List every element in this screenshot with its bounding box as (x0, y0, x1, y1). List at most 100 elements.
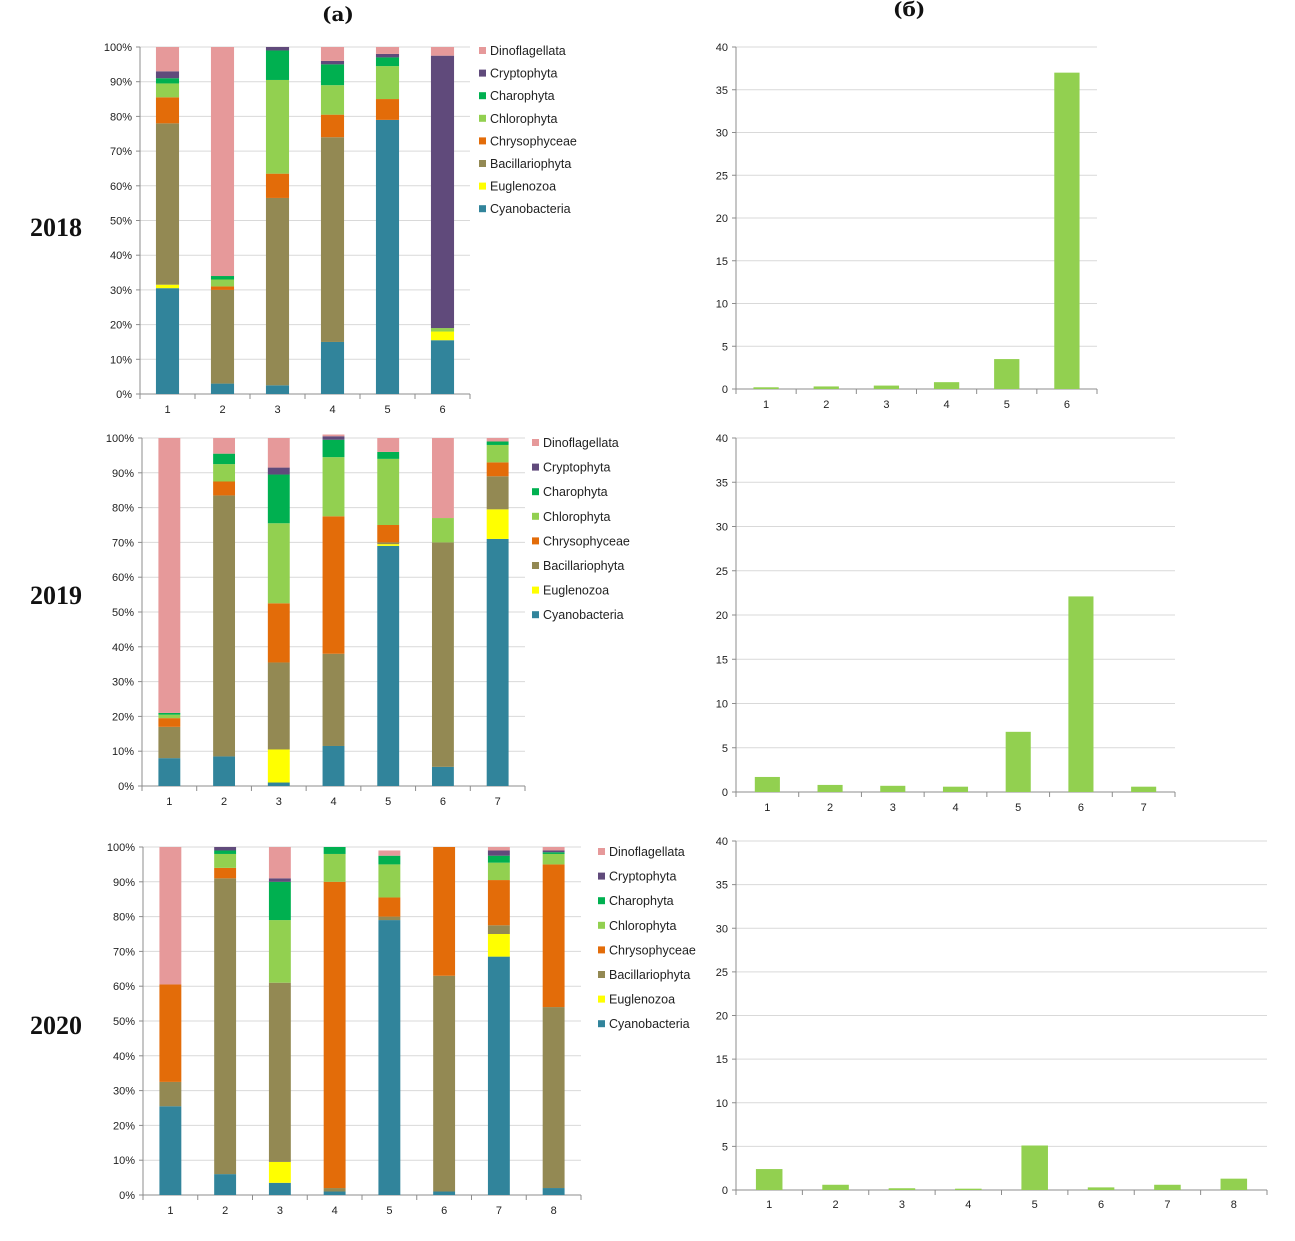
bar-segment-bacillariophyta (213, 495, 236, 757)
bar-segment-chrysophyceae (159, 984, 182, 1082)
bar-segment-euglenozoa (486, 509, 509, 539)
y-tick-label: 5 (722, 341, 728, 353)
bar-segment-cyanobacteria (487, 956, 510, 1195)
y-tick-label: 70% (110, 146, 132, 158)
bar-segment-bacillariophyta (323, 1188, 346, 1192)
y-tick-label: 0% (116, 389, 132, 401)
legend-label: Cyanobacteria (609, 1017, 690, 1031)
y-tick-label: 5 (722, 743, 728, 755)
bar-segment-chrysophyceae (486, 462, 509, 477)
y-tick-label: 35 (716, 880, 728, 892)
year-label-2020: 2020 (30, 1011, 82, 1040)
bar-segment-chrysophyceae (210, 286, 235, 290)
x-tick-label: 1 (764, 802, 770, 814)
bar (888, 1188, 916, 1190)
bar (880, 785, 906, 792)
y-tick-label: 100% (106, 433, 134, 445)
legend-label: Chlorophyta (490, 112, 557, 126)
x-tick-label: 8 (1231, 1199, 1237, 1211)
bar-segment-charophyta (265, 50, 290, 80)
bar-segment-charophyta (323, 847, 346, 854)
bar (754, 776, 780, 792)
bar-segment-cyanobacteria (159, 1106, 182, 1195)
bar-segment-dinoflagellata (486, 438, 509, 442)
legend-swatch (532, 562, 539, 569)
y-tick-label: 40% (113, 1051, 135, 1063)
y-tick-label: 90% (113, 877, 135, 889)
x-tick-label: 2 (823, 399, 829, 411)
legend-label: Bacillariophyta (609, 968, 690, 982)
legend-swatch (479, 205, 486, 213)
legend-swatch (479, 47, 486, 54)
legend-swatch (532, 488, 539, 496)
chart-a2018: 0% 10% 20% 30% 40% 50% 60% 70% 80% 90% 100% 1 2 3 4 5 6 D… (104, 42, 577, 416)
bar-segment-cryptophyta (542, 850, 565, 853)
bar-segment-cyanobacteria (377, 545, 400, 786)
y-tick-label: 20 (716, 213, 728, 225)
x-tick-label: 3 (277, 1205, 283, 1217)
bar (817, 784, 843, 792)
x-tick-label: 3 (276, 796, 282, 808)
y-tick-label: 10% (110, 354, 132, 366)
y-tick-label: 40 (716, 42, 728, 54)
bar-segment-cyanobacteria (320, 341, 345, 394)
x-tick-label: 6 (440, 796, 446, 808)
legend-swatch (532, 611, 539, 619)
bar-segment-bacillariophyta (155, 123, 180, 285)
y-tick-label: 60% (110, 181, 132, 193)
legend-swatch (532, 439, 539, 446)
x-tick-label: 4 (329, 404, 335, 416)
bar-segment-cryptophyta (155, 71, 180, 79)
chart-b2019: 0 5 10 15 20 25 30 35 40 1 2 3 4 5 6 7 (716, 433, 1176, 814)
legend-label: Dinoflagellata (490, 44, 566, 58)
bar (813, 386, 839, 389)
bar-segment-dinoflagellata (430, 47, 455, 56)
bar-segment-cryptophyta (322, 436, 345, 440)
bar-segment-dinoflagellata (268, 847, 291, 879)
y-tick-label: 40% (112, 642, 134, 654)
bar-segment-dinoflagellata (487, 847, 510, 851)
bar-segment-charophyta (487, 855, 510, 863)
y-tick-label: 10% (113, 1155, 135, 1167)
bar-segment-bacillariophyta (214, 878, 237, 1175)
bar-segment-dinoflagellata (378, 850, 401, 856)
bar-segment-cyanobacteria (378, 920, 401, 1195)
y-tick-label: 70% (113, 946, 135, 958)
legend-swatch (479, 160, 486, 167)
legend-label: Chlorophyta (609, 919, 676, 933)
legend-label: Cryptophyta (490, 67, 557, 81)
bar-segment-chrysophyceae (322, 516, 345, 654)
bar-segment-cyanobacteria (542, 1188, 565, 1195)
x-tick-label: 7 (495, 796, 501, 808)
bar-segment-cyanobacteria (210, 383, 235, 394)
y-tick-label: 20 (716, 1011, 728, 1023)
y-tick-label: 40 (716, 836, 728, 848)
bar-segment-dinoflagellata (213, 438, 236, 454)
y-tick-label: 35 (716, 477, 728, 489)
y-tick-label: 30 (716, 923, 728, 935)
y-tick-label: 20% (112, 711, 134, 723)
y-tick-label: 0% (118, 781, 134, 793)
bar-segment-dinoflagellata (322, 434, 345, 437)
year-label-2018: 2018 (30, 213, 82, 242)
legend-label: Chrysophyceae (490, 134, 577, 148)
bar-segment-charophyta (375, 57, 400, 67)
legend-label: Charophyta (543, 485, 608, 499)
bar-segment-charophyta (155, 78, 180, 84)
bar-segment-bacillariophyta (431, 542, 454, 767)
y-tick-label: 0% (119, 1190, 135, 1202)
bar-segment-chlorophyta (320, 85, 345, 115)
bar-segment-euglenozoa (377, 544, 400, 546)
bar (1068, 596, 1094, 792)
bar-segment-chrysophyceae (377, 525, 400, 543)
y-tick-label: 15 (716, 1054, 728, 1066)
legend-label: Bacillariophyta (543, 559, 624, 573)
x-tick-label: 5 (386, 1205, 392, 1217)
bar-segment-chrysophyceae (433, 847, 456, 976)
legend-swatch (598, 995, 605, 1003)
bar-segment-chlorophyta (542, 853, 565, 865)
bar-segment-cyanobacteria (268, 1182, 291, 1195)
bar-segment-chlorophyta (214, 853, 237, 868)
x-tick-label: 4 (332, 1205, 338, 1217)
x-tick-label: 4 (952, 802, 958, 814)
